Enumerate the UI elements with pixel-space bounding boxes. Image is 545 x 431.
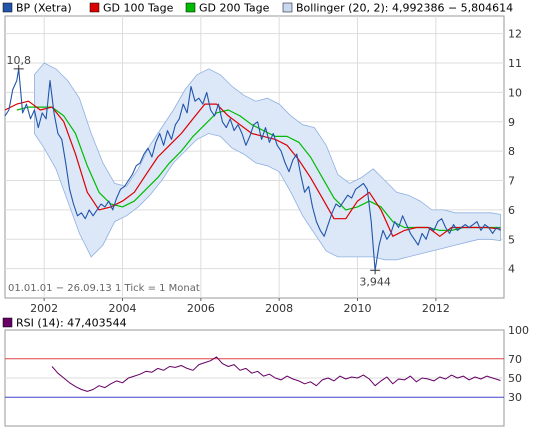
- legend-swatch-gd100: [89, 2, 100, 13]
- y-tick-label-11: 11: [508, 57, 522, 70]
- rsi-grid: [5, 358, 504, 398]
- rsi-legend-swatch: [2, 317, 13, 328]
- price-panel: 4 5 6 7 8 9 10 11 12 2002 2004 2006 2008 2010 2012 10…: [4, 15, 522, 315]
- price-y-ticks: 4 5 6 7 8 9 10 11 12: [508, 28, 522, 276]
- annotation-label-3-944: 3,944: [359, 275, 391, 288]
- y-tick-label-4: 4: [508, 263, 515, 276]
- x-tick-label-2012: 2012: [422, 302, 450, 315]
- y-tick-label-6: 6: [508, 204, 515, 217]
- legend-label-bollinger: Bollinger (20, 2): 4,992386 − 5,804614: [296, 2, 513, 15]
- x-tick-label-2002: 2002: [30, 302, 58, 315]
- y-tick-label-9: 9: [508, 116, 515, 129]
- legend-swatch-bollinger: [282, 2, 293, 13]
- rsi-title: RSI (14): 47,403544: [16, 317, 127, 330]
- legend-label-gd100: GD 100 Tage: [103, 2, 174, 15]
- rsi-y-ticks: 30 50 70 100: [508, 324, 529, 404]
- x-tick-label-2004: 2004: [109, 302, 137, 315]
- legend-swatch-bp: [2, 2, 13, 13]
- x-tick-label-2006: 2006: [187, 302, 215, 315]
- y-tick-label-12: 12: [508, 28, 522, 41]
- series-line-bp-xetra: [4, 68, 501, 271]
- y-tick-label-10: 10: [508, 86, 522, 99]
- series-line-gd-100-tage: [4, 100, 501, 237]
- price-x-ticks: 2002 2004 2006 2008 2010 2012: [30, 298, 450, 315]
- annotation-label-10-8: 10,8: [6, 54, 31, 67]
- legend-label-bp: BP (Xetra): [16, 2, 72, 15]
- price-series: [4, 68, 501, 271]
- y-tick-label-7: 7: [508, 175, 515, 188]
- legend-label-gd200: GD 200 Tage: [199, 2, 270, 15]
- legend: BP (Xetra) GD 100 Tage GD 200 Tage Bolli…: [2, 2, 513, 15]
- rsi-y-tick-label-50: 50: [508, 372, 522, 385]
- x-tick-label-2008: 2008: [265, 302, 293, 315]
- rsi-y-tick-label-30: 30: [508, 391, 522, 404]
- legend-swatch-gd200: [185, 2, 196, 13]
- x-tick-label-2010: 2010: [344, 302, 372, 315]
- rsi-series: [51, 356, 501, 392]
- rsi-panel: RSI (14): 47,403544 30 50 70 100: [2, 317, 529, 427]
- y-tick-label-8: 8: [508, 145, 515, 158]
- rsi-y-tick-label-100: 100: [508, 324, 529, 337]
- series-line-rsi: [51, 356, 501, 392]
- price-annotations: 10,8 3,944: [6, 54, 390, 288]
- y-tick-label-5: 5: [508, 233, 515, 246]
- period-info: 01.01.01 − 26.09.13 1 Tick = 1 Monat: [8, 283, 200, 294]
- rsi-y-tick-label-70: 70: [508, 353, 522, 366]
